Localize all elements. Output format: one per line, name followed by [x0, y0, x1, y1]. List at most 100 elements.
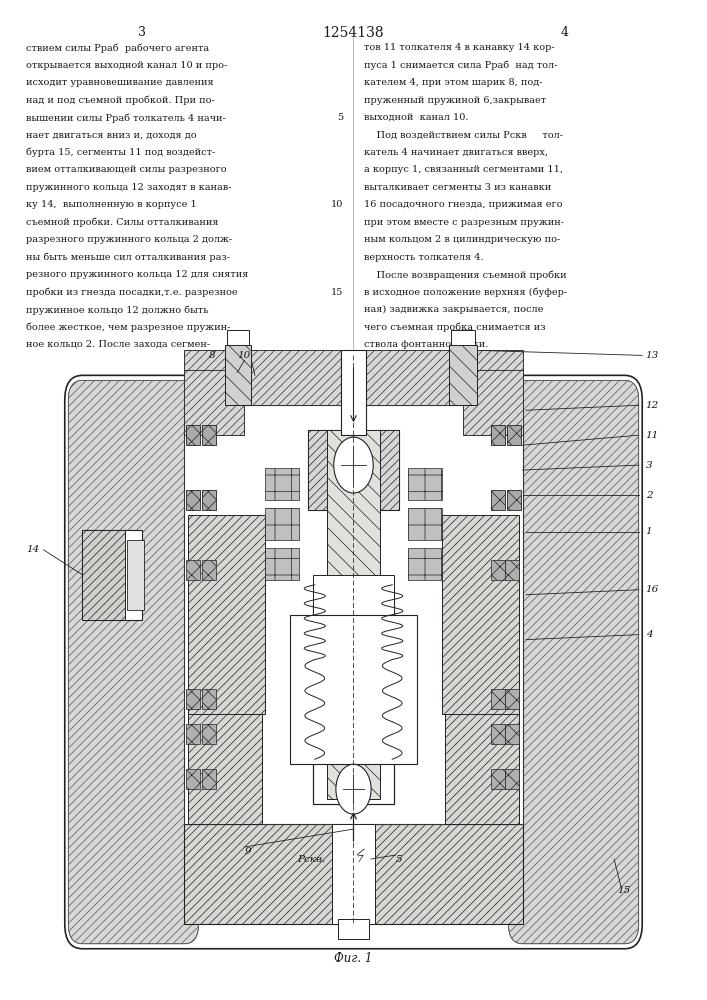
Text: 12: 12	[645, 401, 659, 410]
Bar	[442, 515, 519, 714]
Text: бурта 15, сегменты 11 под воздейст-: бурта 15, сегменты 11 под воздейст-	[26, 148, 216, 157]
Text: 7: 7	[357, 854, 363, 863]
FancyBboxPatch shape	[69, 380, 199, 944]
Bar	[226, 345, 251, 405]
Text: 8: 8	[209, 351, 216, 360]
Bar	[202, 724, 216, 744]
Bar	[186, 425, 200, 445]
Bar	[188, 515, 265, 714]
Text: 13: 13	[645, 351, 659, 360]
Bar	[505, 560, 519, 580]
Text: при этом вместе с разрезным пружин-: при этом вместе с разрезным пружин-	[364, 218, 564, 227]
Bar	[188, 714, 262, 824]
Bar	[185, 370, 245, 435]
FancyBboxPatch shape	[508, 380, 638, 944]
Text: резного пружинного кольца 12 для снятия: резного пружинного кольца 12 для снятия	[26, 270, 248, 279]
Text: разрезного пружинного кольца 2 долж-: разрезного пружинного кольца 2 долж-	[26, 235, 232, 244]
Bar	[186, 689, 200, 709]
Text: катель 4 начинает двигаться вверх,: катель 4 начинает двигаться вверх,	[364, 148, 548, 157]
Bar	[308, 430, 399, 510]
Bar	[445, 714, 519, 824]
Text: 15: 15	[618, 886, 631, 895]
Bar	[202, 490, 216, 510]
Text: тов 11 толкателя 4 в канавку 14 кор-: тов 11 толкателя 4 в канавку 14 кор-	[364, 43, 555, 52]
Bar	[313, 575, 394, 615]
Text: в исходное положение верхняя (буфер-: в исходное положение верхняя (буфер-	[364, 288, 567, 297]
Text: ку 14,  выполненную в корпусе 1: ку 14, выполненную в корпусе 1	[26, 200, 197, 209]
Text: вием отталкивающей силы разрезного: вием отталкивающей силы разрезного	[26, 165, 227, 174]
Bar	[83, 530, 124, 620]
Text: пробки из гнезда посадки,т.е. разрезное: пробки из гнезда посадки,т.е. разрезное	[26, 288, 238, 297]
Bar	[185, 824, 522, 924]
Bar	[327, 615, 380, 799]
Bar	[507, 425, 521, 445]
Bar	[491, 724, 505, 744]
Bar	[450, 330, 475, 405]
Bar	[186, 490, 200, 510]
Text: ны быть меньше сил отталкивания раз-: ны быть меньше сил отталкивания раз-	[26, 253, 230, 262]
Bar	[265, 508, 299, 540]
Text: выходной  канал 10.: выходной канал 10.	[364, 113, 469, 122]
Text: Фиг. 1: Фиг. 1	[334, 952, 373, 965]
Bar	[449, 345, 477, 405]
Text: 16: 16	[645, 585, 659, 594]
Text: над и под съемной пробкой. При по-: над и под съемной пробкой. При по-	[26, 96, 215, 105]
Bar	[202, 689, 216, 709]
Bar	[491, 490, 505, 510]
Bar	[308, 430, 344, 510]
Bar	[491, 560, 505, 580]
Text: съемной пробки. Силы отталкивания: съемной пробки. Силы отталкивания	[26, 218, 218, 227]
Circle shape	[334, 437, 373, 493]
Text: 9: 9	[245, 847, 251, 856]
Bar	[332, 824, 375, 924]
Text: кателем 4, при этом шарик 8, под-: кателем 4, при этом шарик 8, под-	[364, 78, 542, 87]
Bar	[505, 724, 519, 744]
Text: открывается выходной канал 10 и про-: открывается выходной канал 10 и про-	[26, 61, 227, 70]
Text: нает двигаться вниз и, доходя до: нает двигаться вниз и, доходя до	[26, 131, 197, 140]
Bar	[83, 530, 142, 620]
Text: 4: 4	[645, 630, 653, 639]
Bar	[313, 605, 394, 804]
Text: более жесткое, чем разрезное пружин-: более жесткое, чем разрезное пружин-	[26, 322, 230, 332]
Text: исходит уравновешивание давления: исходит уравновешивание давления	[26, 78, 214, 87]
Text: пруженный пружиной 6,закрывает: пруженный пружиной 6,закрывает	[364, 96, 547, 105]
Bar	[507, 490, 521, 510]
Text: 14: 14	[26, 545, 40, 554]
Text: вышении силы Pраб толкатель 4 начи-: вышении силы Pраб толкатель 4 начи-	[26, 113, 226, 123]
Bar	[408, 468, 442, 500]
Text: ным кольцом 2 в цилиндрическую по-: ным кольцом 2 в цилиндрическую по-	[364, 235, 561, 244]
Bar	[185, 405, 522, 824]
Text: 3: 3	[645, 461, 653, 470]
Text: верхность толкателя 4.: верхность толкателя 4.	[364, 253, 484, 262]
Text: ная) задвижка закрывается, после: ная) задвижка закрывается, после	[364, 305, 544, 314]
Bar	[462, 370, 522, 435]
Bar	[202, 425, 216, 445]
Text: ствола фонтанной елки.: ствола фонтанной елки.	[364, 340, 489, 349]
Bar	[127, 540, 144, 610]
Bar	[408, 508, 442, 540]
Bar	[313, 605, 394, 804]
Bar	[491, 425, 505, 445]
Text: 5: 5	[396, 854, 402, 863]
Bar	[186, 769, 200, 789]
Bar	[185, 350, 522, 405]
Bar	[408, 548, 442, 580]
Text: 16 посадочного гнезда, прижимая его: 16 посадочного гнезда, прижимая его	[364, 200, 563, 209]
Bar	[327, 430, 380, 600]
Text: 10: 10	[331, 200, 343, 209]
Text: 5: 5	[337, 113, 343, 122]
Circle shape	[336, 764, 371, 814]
Text: 15: 15	[331, 288, 343, 297]
Bar	[186, 560, 200, 580]
Text: пружинное кольцо 12 должно быть: пружинное кольцо 12 должно быть	[26, 305, 209, 315]
Text: 2: 2	[645, 491, 653, 500]
Text: 1254138: 1254138	[322, 26, 385, 40]
Bar	[491, 769, 505, 789]
Text: ствием силы Pраб  рабочего агента: ствием силы Pраб рабочего агента	[26, 43, 209, 53]
Bar	[202, 769, 216, 789]
Text: Pскв.: Pскв.	[297, 854, 325, 863]
Bar	[227, 330, 250, 405]
Bar	[338, 919, 369, 939]
Text: 11: 11	[645, 431, 659, 440]
Text: 1: 1	[645, 527, 653, 536]
